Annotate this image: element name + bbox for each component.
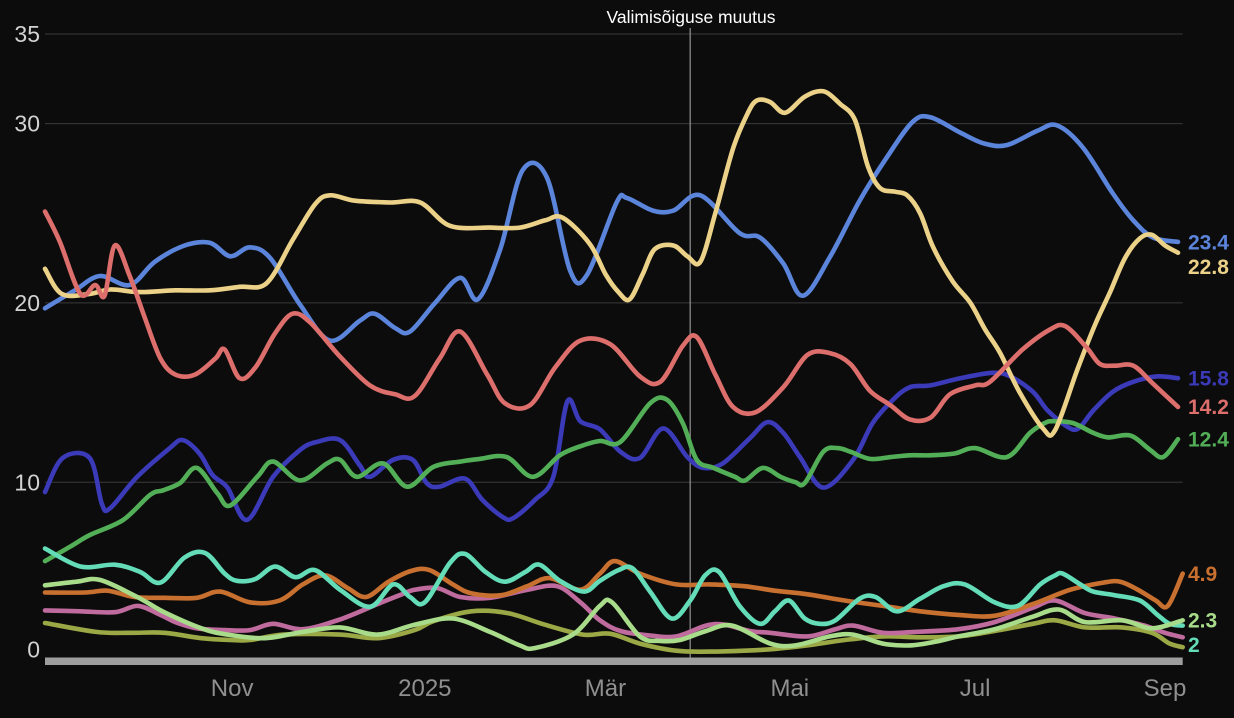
end-label-green: 12.4 (1188, 429, 1229, 452)
x-tick-label-Sep: Sep (1144, 675, 1187, 702)
end-label-orange: 4.9 (1188, 563, 1217, 586)
series-line-pink[interactable] (42, 583, 1185, 640)
series-end-labels: 23.422.8 15.8 14.2 12.4 4.9 2.32 (1188, 231, 1229, 657)
y-tick-label-0: 0 (27, 637, 40, 663)
y-tick-label-10: 10 (14, 469, 40, 495)
series-line-green[interactable] (42, 395, 1181, 564)
x-tick-label-Mai: Mai (770, 675, 809, 702)
x-tick-label-2025: 2025 (398, 675, 451, 702)
y-tick-label-20: 20 (14, 290, 40, 316)
series-line-teal[interactable] (42, 546, 1185, 628)
y-axis-labels: 35 30 20 10 0 (14, 21, 40, 663)
gridlines (45, 33, 1183, 483)
chart-title: Valimisõiguse muutus (607, 7, 776, 27)
end-label-red: 14.2 (1188, 396, 1229, 419)
end-label-teal: 2 (1188, 634, 1200, 657)
series-lines (42, 88, 1185, 654)
series-line-olive[interactable] (42, 608, 1185, 654)
zero-baseline-bar (45, 657, 1183, 665)
series-line-red[interactable] (42, 209, 1181, 424)
end-label-indigo: 15.8 (1188, 368, 1229, 391)
x-tick-label-Mär: Mär (585, 675, 626, 702)
end-label-lightgreen: 2.3 (1188, 610, 1217, 633)
series-line-yellow[interactable] (42, 88, 1181, 438)
end-label-yellow: 22.8 (1188, 256, 1229, 279)
x-tick-label-Jul: Jul (960, 675, 991, 702)
x-tick-label-Nov: Nov (211, 675, 254, 702)
x-axis-labels: Nov 2025 Mär Mai Jul Sep (211, 675, 1187, 702)
series-line-lightgreen[interactable] (42, 576, 1185, 652)
y-tick-label-30: 30 (14, 111, 40, 137)
end-label-blue: 23.4 (1188, 231, 1229, 254)
series-line-blue[interactable] (42, 113, 1181, 343)
y-tick-label-35: 35 (14, 21, 40, 47)
